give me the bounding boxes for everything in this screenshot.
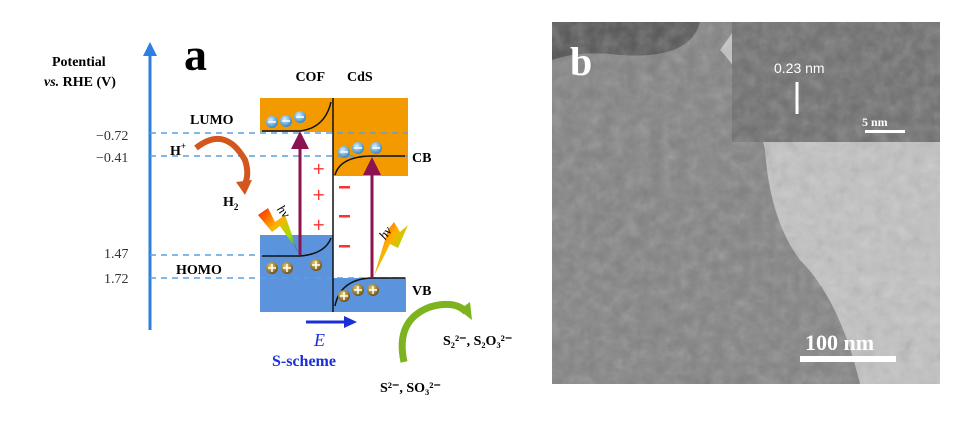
- product-label: S₂²⁻, S₂O₃²⁻: [443, 334, 512, 349]
- axis-title-line2: vs. RHE (V): [44, 75, 116, 90]
- light-bolt-icon: [374, 222, 408, 276]
- negative-charges: [339, 186, 350, 248]
- svg-text:+: +: [312, 159, 325, 178]
- lumo-label: LUMO: [190, 113, 234, 128]
- main-scale-bar: [800, 356, 896, 362]
- h2-evolution-arrow: [194, 136, 251, 188]
- lattice-spacing-label: 0.23 nm: [774, 60, 825, 76]
- panel-b-label: b: [570, 39, 592, 84]
- holes: [266, 259, 379, 302]
- positive-charges: + + +: [312, 159, 325, 234]
- cof-label: COF: [295, 70, 325, 85]
- svg-text:+: +: [312, 215, 325, 234]
- panel-a-band-diagram: a Potential vs. RHE (V) −0.72 −0.41 1.47…: [44, 29, 512, 396]
- hv-label: hv: [274, 202, 294, 221]
- level-label: 1.47: [104, 247, 129, 262]
- cds-label: CdS: [347, 70, 373, 85]
- field-label: E: [313, 330, 325, 350]
- axis-arrowhead-icon: [143, 42, 157, 56]
- panel-a-label: a: [184, 29, 207, 80]
- homo-label: HOMO: [176, 263, 222, 278]
- level-label: −0.72: [96, 129, 128, 144]
- level-label: −0.41: [96, 151, 128, 166]
- oxidation-arrow: [398, 300, 469, 363]
- inset-texture: [732, 22, 940, 142]
- reactant-label: S²⁻, SO₃²⁻: [380, 381, 441, 396]
- band-bending-curves: [262, 101, 405, 307]
- main-scale-label: 100 nm: [805, 330, 874, 355]
- inset-scale-label: 5 nm: [862, 115, 888, 129]
- svg-text:+: +: [312, 185, 325, 204]
- inset-scale-bar: [865, 130, 905, 133]
- cb-label: CB: [412, 151, 431, 166]
- electrons: [266, 111, 382, 158]
- scheme-label: S-scheme: [272, 353, 336, 370]
- panel-b-tem-image: b 0.23 nm 5 nm 100 nm: [552, 22, 940, 384]
- h2-label: H2: [223, 195, 239, 212]
- h-plus-label: H+: [170, 141, 186, 159]
- arrowhead-icon: [344, 316, 357, 328]
- level-label: 1.72: [104, 272, 129, 287]
- cds-cb-band: [333, 98, 408, 176]
- light-bolt-icon: [258, 208, 298, 252]
- arrowhead-icon: [236, 180, 252, 195]
- arrowhead-icon: [459, 302, 472, 320]
- vb-label: VB: [412, 284, 431, 299]
- axis-title: Potential: [52, 55, 106, 70]
